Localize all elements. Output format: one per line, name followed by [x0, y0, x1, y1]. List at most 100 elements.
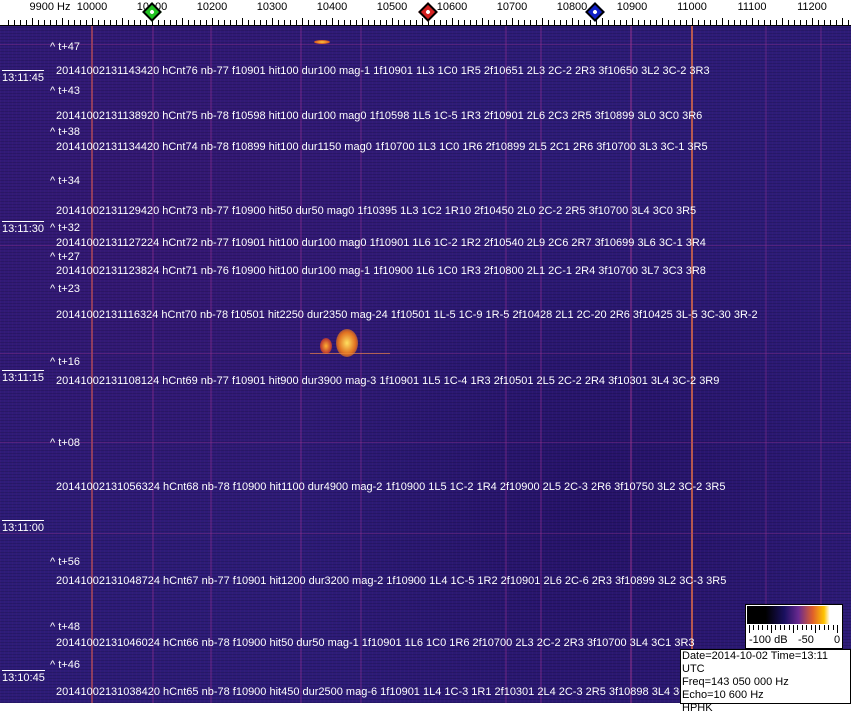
ruler-tick [308, 20, 309, 26]
ruler-tick [356, 20, 357, 26]
ruler-tick [584, 20, 585, 26]
ruler-tick [398, 20, 399, 26]
detection-record: 20141002131143420 hCnt76 nb-77 f10901 hi… [56, 65, 710, 77]
detection-record: 20141002131138920 hCnt75 nb-78 f10598 hi… [56, 110, 703, 122]
ruler-tick [638, 20, 639, 26]
ruler-tick [80, 20, 81, 26]
spur-line [360, 26, 362, 703]
time-offset-marker: ^ t+34 [50, 175, 80, 187]
detection-record: 20141002131127224 hCnt72 nb-77 f10901 hi… [56, 237, 706, 249]
ruler-tick [446, 20, 447, 26]
spur-line [300, 26, 302, 703]
info-box: Date=2014-10-02 Time=13:11 UTC Freq=143 … [680, 649, 851, 714]
ruler-tick [620, 20, 621, 26]
detection-record: 20141002131116324 hCnt70 nb-78 f10501 hi… [56, 309, 758, 321]
frequency-label: 10700 [496, 1, 528, 13]
ruler-tick [170, 20, 171, 26]
ruler-tick [824, 20, 825, 26]
colorbar-tick [779, 625, 781, 630]
ruler-tick [470, 20, 471, 26]
ruler-tick [380, 20, 381, 26]
ruler-tick [374, 20, 375, 26]
ruler-tick [188, 20, 189, 26]
detection-record: 20141002131038420 hCnt65 nb-78 f10900 hi… [56, 686, 712, 698]
ruler-tick [524, 20, 525, 26]
ruler-tick [260, 20, 261, 26]
time-offset-marker: ^ t+56 [50, 556, 80, 568]
spur-line [630, 26, 632, 703]
colorbar-tick [797, 625, 799, 630]
ruler-tick [410, 20, 411, 26]
ruler-tick [734, 20, 735, 26]
ruler-tick [134, 20, 135, 26]
spur-line [820, 26, 822, 703]
ruler-tick [656, 20, 657, 26]
colorbar-tick [832, 625, 834, 630]
ruler-tick [560, 20, 561, 26]
colorbar-tick [801, 625, 803, 630]
colorbar-tick [766, 625, 768, 630]
frequency-label: 10800 [556, 1, 588, 13]
detection-record: 20141002131048724 hCnt67 nb-77 f10901 hi… [56, 575, 727, 587]
color-gradient [747, 606, 841, 624]
ruler-tick [218, 20, 219, 26]
noise-band [0, 442, 851, 443]
ruler-tick [494, 20, 495, 26]
ruler-tick [614, 20, 615, 26]
frequency-label: 10000 [76, 1, 108, 13]
ruler-tick [710, 20, 711, 26]
ruler-tick [242, 18, 243, 26]
ruler-tick [116, 20, 117, 26]
ruler-tick [680, 20, 681, 26]
ruler-tick [464, 20, 465, 26]
frequency-label: 11200 [797, 1, 827, 13]
ruler-tick [50, 20, 51, 26]
time-stamp: 13:10:45 [2, 670, 45, 684]
colorbar-tick [837, 625, 838, 633]
ruler-baseline [0, 25, 851, 26]
ruler-tick [8, 20, 9, 26]
ruler-tick [284, 20, 285, 26]
ruler-tick [644, 20, 645, 26]
ruler-tick [332, 18, 333, 26]
time-offset-marker: ^ t+32 [50, 222, 80, 234]
frequency-label: 10200 [196, 1, 228, 13]
colorbar-tick [749, 625, 750, 633]
time-offset-marker: ^ t+43 [50, 85, 80, 97]
colorbar-tick [815, 625, 816, 633]
ruler-tick [368, 20, 369, 26]
time-stamp: 13:11:15 [2, 370, 45, 384]
ruler-tick [392, 18, 393, 26]
ruler-tick [830, 20, 831, 26]
ruler-tick [290, 20, 291, 26]
ruler-tick [206, 20, 207, 26]
ruler-tick [32, 18, 33, 26]
colorbar-tick [775, 625, 777, 630]
time-offset-marker: ^ t+48 [50, 621, 80, 633]
ruler-tick [596, 20, 597, 26]
ruler-tick [572, 18, 573, 26]
colorbar-tick [771, 625, 772, 633]
ruler-tick [632, 18, 633, 26]
ruler-tick [212, 18, 213, 26]
ruler-tick [542, 18, 543, 26]
ruler-tick [434, 20, 435, 26]
detection-record: 20141002131056324 hCnt68 nb-78 f10900 hi… [56, 481, 726, 493]
ruler-tick [440, 20, 441, 26]
ruler-tick [362, 18, 363, 26]
ruler-tick [92, 18, 93, 26]
frequency-label: 10400 [316, 1, 348, 13]
frequency-label: 10900 [616, 1, 648, 13]
ruler-tick [848, 20, 849, 26]
ruler-tick [344, 20, 345, 26]
ruler-tick [236, 20, 237, 26]
ruler-tick [818, 20, 819, 26]
ruler-tick [500, 20, 501, 26]
ruler-tick [158, 20, 159, 26]
time-offset-marker: ^ t+46 [50, 659, 80, 671]
ruler-tick [278, 20, 279, 26]
frequency-label: 10600 [436, 1, 468, 13]
noise-band [0, 44, 851, 45]
ruler-tick [164, 20, 165, 26]
detection-record: 20141002131108124 hCnt69 nb-77 f10901 hi… [56, 375, 720, 387]
